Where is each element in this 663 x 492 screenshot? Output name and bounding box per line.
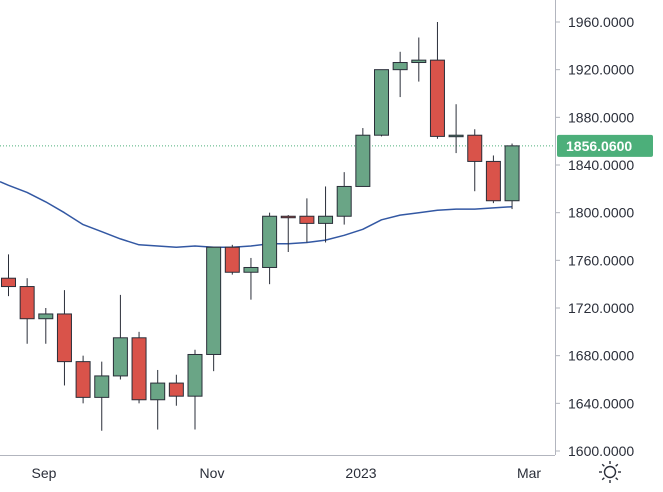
candle-up[interactable] [243, 257, 259, 300]
candle-down[interactable] [467, 129, 483, 192]
candle-body [1, 277, 16, 288]
y-tick-label: 1920.0000 [568, 62, 634, 78]
candle-down[interactable] [1, 254, 16, 297]
candle-body [318, 215, 334, 224]
candle-body [112, 337, 128, 377]
x-tick-label: 2023 [345, 465, 376, 481]
candle-down[interactable] [19, 278, 35, 344]
candle-down[interactable] [131, 331, 147, 404]
settings-sun-icon [599, 461, 621, 483]
candle-up[interactable] [392, 51, 408, 98]
y-tick-label: 1720.0000 [568, 300, 634, 316]
x-tick-label: Mar [517, 465, 541, 481]
candle-body [262, 215, 278, 268]
candle-up[interactable] [206, 246, 222, 372]
last-price-tag: 1856.0600 [557, 134, 653, 157]
candle-down[interactable] [75, 355, 91, 404]
x-tick-label: Sep [32, 465, 57, 481]
candle-up[interactable] [318, 186, 334, 243]
candle-up[interactable] [94, 361, 110, 431]
candle-body [374, 69, 389, 136]
candle-body [224, 246, 240, 273]
candle-body [243, 266, 259, 273]
y-tick-label: 1960.0000 [568, 14, 634, 30]
y-tick-label: 1600.0000 [568, 443, 634, 459]
y-tick-label: 1640.0000 [568, 395, 634, 411]
plot-area[interactable] [0, 22, 555, 431]
candle-up[interactable] [448, 104, 464, 154]
y-tick-label: 1840.0000 [568, 157, 634, 173]
candle-body [206, 246, 222, 355]
candle-body [150, 382, 166, 401]
candle-body [19, 286, 35, 320]
settings-button[interactable] [599, 461, 621, 483]
candle-up[interactable] [150, 369, 166, 430]
candle-up[interactable] [262, 212, 278, 285]
candle-body [411, 59, 427, 64]
candle-body [299, 215, 315, 224]
candle-down[interactable] [429, 22, 445, 139]
candle-body [355, 134, 371, 187]
candle-body [448, 134, 464, 138]
y-tick-label: 1680.0000 [568, 348, 634, 364]
candle-down[interactable] [299, 198, 315, 243]
candle-body [485, 160, 501, 202]
candle-body [280, 215, 296, 219]
candle-body [38, 313, 54, 320]
last-price-tag-bg [557, 134, 653, 157]
moving-average-line [0, 181, 513, 248]
candle-up[interactable] [374, 69, 389, 137]
candle-down[interactable] [224, 244, 240, 275]
candle-up[interactable] [355, 128, 371, 187]
candle-up[interactable] [38, 308, 54, 344]
candle-body [168, 382, 184, 397]
candle-body [467, 134, 483, 162]
candle-body [336, 185, 352, 217]
candle-down[interactable] [56, 290, 72, 386]
candle-down[interactable] [168, 374, 184, 406]
candle-body [392, 62, 408, 71]
y-tick-label: 1880.0000 [568, 109, 634, 125]
candle-body [75, 361, 91, 398]
y-tick-label: 1760.0000 [568, 252, 634, 268]
candle-up[interactable] [411, 37, 427, 82]
candle-up[interactable] [336, 172, 352, 225]
candle-down[interactable] [280, 215, 296, 252]
candle-body [504, 145, 520, 202]
candle-up[interactable] [112, 294, 128, 380]
candle-body [429, 59, 445, 137]
candle-up[interactable] [504, 143, 520, 210]
y-tick-label: 1800.0000 [568, 205, 634, 221]
candle-down[interactable] [485, 155, 501, 204]
candle-up[interactable] [187, 349, 203, 430]
candle-body [56, 313, 72, 363]
last-price-label: 1856.0600 [566, 138, 632, 154]
time-axis[interactable]: Sep Nov 2023 Mar [32, 465, 542, 481]
candle-body [187, 353, 203, 397]
x-tick-label: Nov [200, 465, 225, 481]
candle-body [131, 337, 147, 401]
candle-body [94, 375, 110, 398]
price-axis[interactable]: 1960.0000 1920.0000 1880.0000 1840.0000 1800… [555, 14, 653, 459]
